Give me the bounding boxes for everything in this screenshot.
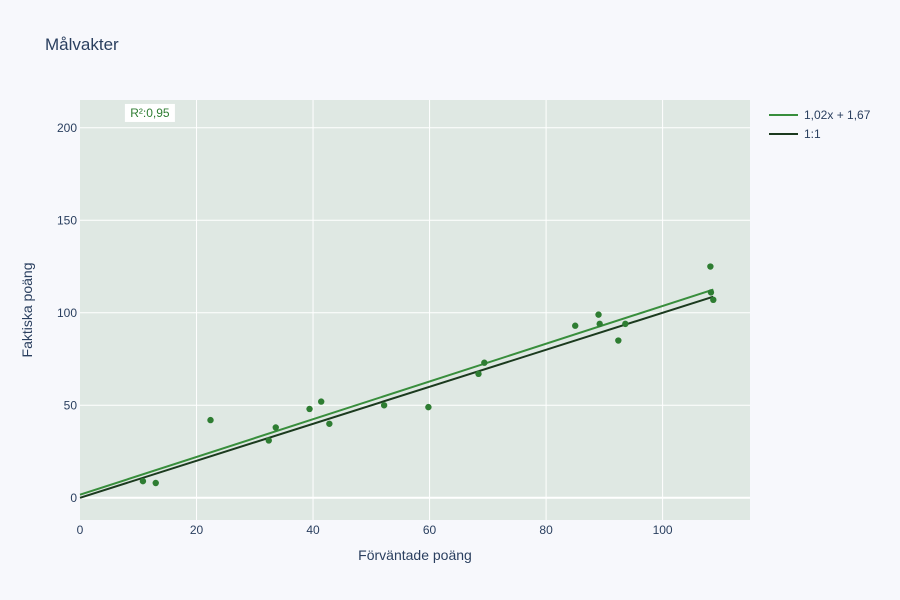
legend[interactable]: 1,02x + 1,67 1:1 bbox=[769, 108, 871, 141]
legend-item-identity[interactable]: 1:1 bbox=[769, 127, 821, 141]
scatter-point bbox=[139, 477, 147, 485]
scatter-point bbox=[595, 311, 602, 318]
scatter-point bbox=[425, 403, 432, 411]
legend-label: 1,02x + 1,67 bbox=[804, 108, 871, 122]
y-tick-label: 200 bbox=[57, 121, 77, 135]
scatter-point bbox=[596, 320, 603, 328]
scatter-point bbox=[272, 424, 279, 431]
identity-line bbox=[79, 295, 714, 499]
scatter-point bbox=[265, 437, 272, 444]
scatter-point bbox=[572, 322, 579, 329]
x-tick-label: 60 bbox=[423, 523, 437, 537]
legend-item-fit[interactable]: 1,02x + 1,67 bbox=[769, 108, 871, 122]
fit-line bbox=[79, 288, 714, 496]
y-tick-label: 100 bbox=[57, 306, 77, 320]
lines bbox=[79, 288, 714, 499]
y-tick-label: 0 bbox=[70, 491, 77, 505]
scatter-point bbox=[207, 416, 214, 424]
annotation: R²:0,95 bbox=[124, 103, 175, 122]
grid bbox=[80, 100, 750, 520]
y-axis-title: Faktiska poäng bbox=[19, 263, 35, 358]
plot-area bbox=[80, 100, 750, 520]
chart-title: Målvakter bbox=[45, 35, 119, 54]
scatter-point bbox=[326, 420, 333, 427]
tick-labels: 0 20 40 60 80 100 0 50 100 150 200 bbox=[57, 121, 673, 537]
scatter-point bbox=[707, 263, 714, 270]
scatter-point bbox=[481, 359, 488, 366]
scatter-point bbox=[475, 370, 482, 378]
scatter-point bbox=[318, 398, 325, 405]
scatter-point bbox=[615, 337, 622, 344]
y-tick-label: 150 bbox=[57, 213, 77, 227]
x-tick-label: 100 bbox=[653, 523, 673, 537]
x-axis-title: Förväntade poäng bbox=[358, 547, 472, 563]
y-tick-label: 50 bbox=[64, 398, 78, 412]
scatter-points bbox=[139, 263, 717, 487]
scatter-point bbox=[710, 296, 717, 304]
x-tick-label: 20 bbox=[190, 523, 204, 537]
scatter-point bbox=[707, 289, 715, 296]
scatter-point bbox=[152, 479, 159, 487]
x-tick-label: 40 bbox=[306, 523, 320, 537]
r-squared-annotation: R²:0,95 bbox=[130, 106, 170, 120]
x-tick-label: 0 bbox=[77, 523, 84, 537]
scatter-point bbox=[380, 402, 388, 409]
annotation-background bbox=[124, 103, 175, 122]
scatter-point bbox=[306, 405, 313, 413]
x-tick-label: 80 bbox=[539, 523, 553, 537]
legend-label: 1:1 bbox=[804, 127, 821, 141]
scatter-point bbox=[622, 320, 629, 328]
